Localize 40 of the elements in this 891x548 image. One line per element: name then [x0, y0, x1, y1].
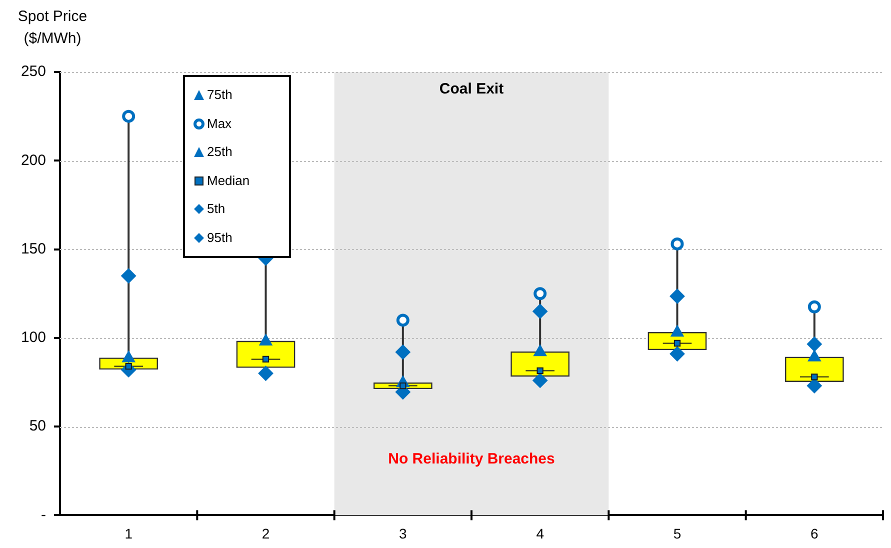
legend-label: 25th [207, 144, 232, 159]
legend-label: Max [207, 116, 232, 130]
point [258, 366, 274, 381]
y-tick-label: - [41, 506, 46, 524]
point [808, 300, 821, 314]
y-tick-label: 250 [20, 63, 46, 80]
point [532, 304, 548, 319]
y-axis-title: Spot Price ($/MWh) [16, 7, 88, 49]
legend-label: 75th [207, 87, 232, 102]
legend-label: 95th [207, 230, 232, 244]
annotation: No Reliability Breaches [388, 450, 555, 468]
point [532, 372, 548, 388]
x-tick-label: 4 [536, 525, 544, 542]
point [670, 237, 684, 250]
point [674, 340, 681, 347]
x-tick-label: 5 [673, 525, 682, 542]
point [400, 382, 406, 390]
point [395, 344, 410, 360]
point [806, 378, 822, 394]
point [670, 346, 685, 362]
x-tick-label: 2 [262, 525, 270, 542]
point [396, 314, 410, 327]
point [534, 287, 547, 300]
point [262, 356, 270, 363]
y-tick-label: 100 [20, 329, 46, 346]
y-tick-label: 200 [20, 152, 46, 169]
legend-label: Median [207, 172, 250, 188]
y-tick-label: 150 [20, 240, 46, 258]
x-tick-label: 1 [124, 525, 133, 542]
band-label: Coal Exit [439, 80, 504, 98]
legend-label: 5th [207, 201, 226, 216]
x-tick-label: 3 [399, 525, 408, 542]
point [121, 268, 136, 284]
point [536, 367, 544, 374]
point [806, 336, 822, 352]
point [811, 374, 818, 380]
x-tick-label: 6 [810, 525, 819, 542]
point [122, 110, 136, 123]
point [670, 288, 685, 304]
y-tick-label: 50 [29, 418, 46, 435]
